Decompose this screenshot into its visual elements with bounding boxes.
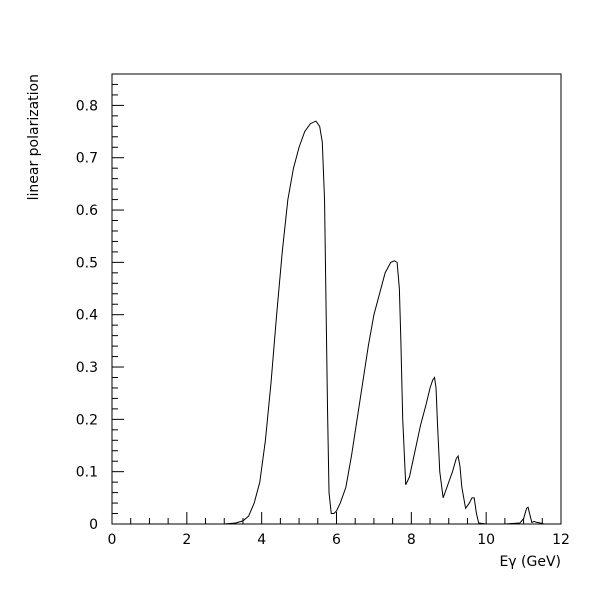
y-tick-label: 0.1	[76, 465, 98, 481]
x-tick-label: 4	[257, 532, 266, 548]
y-axis-tick-labels: 0 0.1 0.2 0.3 0.4 0.5 0.6 0.7 0.8	[76, 98, 98, 533]
y-tick-label: 0.7	[76, 151, 98, 167]
x-tick-label: 2	[182, 532, 191, 548]
y-tick-label: 0.3	[76, 360, 98, 376]
x-tick-label: 0	[108, 532, 117, 548]
x-axis-label: Eγ (GeV)	[499, 554, 561, 570]
x-tick-label: 8	[407, 532, 416, 548]
y-axis-label: linear polarization	[26, 74, 42, 200]
x-tick-label: 10	[477, 532, 495, 548]
y-tick-label: 0.6	[76, 203, 98, 219]
x-axis-ticks	[111, 512, 562, 524]
x-tick-label: 6	[332, 532, 341, 548]
y-tick-label: 0	[89, 517, 98, 533]
y-tick-label: 0.8	[76, 98, 98, 114]
x-axis-tick-labels: 0 2 4 6 8 10 12	[108, 532, 570, 548]
plot-frame	[111, 73, 562, 525]
y-tick-label: 0.4	[76, 308, 98, 324]
y-tick-label: 0.5	[76, 255, 98, 271]
y-tick-label: 0.2	[76, 412, 98, 428]
polarization-series-line	[224, 120, 545, 525]
x-tick-label: 12	[552, 532, 570, 548]
y-axis-ticks	[112, 73, 124, 525]
